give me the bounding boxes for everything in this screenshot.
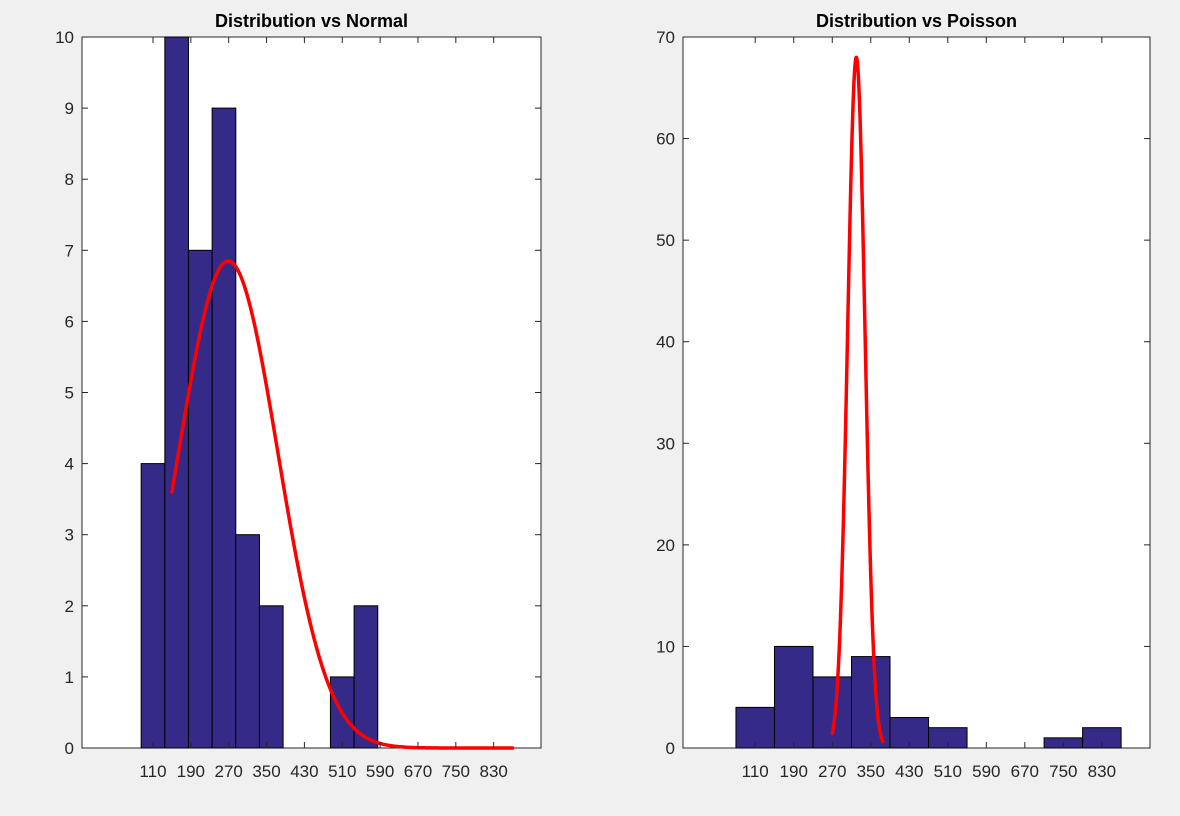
poisson-ytick-label-3: 30 <box>656 434 675 453</box>
poisson-xtick-label-1: 190 <box>780 762 808 781</box>
normal-xtick-label-2: 270 <box>215 762 243 781</box>
poisson-xtick-label-2: 270 <box>818 762 846 781</box>
normal-xtick-label-1: 190 <box>177 762 205 781</box>
poisson-ytick-label-5: 50 <box>656 231 675 250</box>
normal-ytick-label-9: 9 <box>65 99 74 118</box>
normal-chart-title: Distribution vs Normal <box>215 11 408 31</box>
normal-ytick-label-1: 1 <box>65 668 74 687</box>
normal-xtick-label-4: 430 <box>290 762 318 781</box>
poisson-axes-box <box>682 36 1151 749</box>
poisson-xtick-label-9: 830 <box>1088 762 1116 781</box>
normal-ytick-label-6: 6 <box>65 312 74 331</box>
poisson-ytick-label-6: 60 <box>656 130 675 149</box>
normal-ytick-label-8: 8 <box>65 170 74 189</box>
normal-xtick-label-9: 830 <box>479 762 507 781</box>
poisson-ticks: 0 10 20 30 40 50 60 70 110 190 270 350 430 510 590 670 7… <box>656 28 1150 781</box>
poisson-xtick-label-4: 430 <box>895 762 923 781</box>
normal-bar-9 <box>353 605 379 749</box>
poisson-bar-1 <box>773 645 814 749</box>
normal-bar-3 <box>211 107 237 749</box>
poisson-xtick-label-7: 670 <box>1011 762 1039 781</box>
poisson-bar-2 <box>812 676 853 749</box>
poisson-ytick-label-7: 70 <box>656 28 675 47</box>
poisson-xtick-label-0: 110 <box>742 762 769 781</box>
normal-bar-0 <box>140 463 166 749</box>
poisson-chart-title: Distribution vs Poisson <box>816 11 1017 31</box>
normal-ytick-label-3: 3 <box>65 526 74 545</box>
normal-xtick-label-8: 750 <box>442 762 470 781</box>
normal-ytick-label-4: 4 <box>65 455 74 474</box>
normal-xtick-label-3: 350 <box>252 762 280 781</box>
normal-ytick-label-0: 0 <box>65 739 74 758</box>
normal-bar-4 <box>235 534 260 749</box>
poisson-bar-3 <box>851 656 891 749</box>
normal-ticks: 0 1 2 3 4 5 6 7 8 9 10 110 190 270 350 430 510 590 670 750 8… <box>55 28 541 781</box>
poisson-fit-curve <box>830 55 885 744</box>
normal-xtick-label-5: 510 <box>328 762 356 781</box>
normal-ytick-label-7: 7 <box>65 241 74 260</box>
poisson-chart-panel: 0 10 20 30 40 50 60 70 110 190 270 350 430 510 590 670 7… <box>656 11 1151 781</box>
normal-chart-panel: 0 1 2 3 4 5 6 7 8 9 10 110 190 270 350 430 510 590 670 750 8… <box>55 11 542 781</box>
normal-bar-1 <box>164 36 189 749</box>
poisson-ytick-label-2: 20 <box>656 536 675 555</box>
normal-ytick-label-10: 10 <box>55 28 74 47</box>
normal-bar-5 <box>258 605 284 749</box>
poisson-xtick-label-5: 510 <box>934 762 962 781</box>
normal-xtick-label-0: 110 <box>139 762 166 781</box>
poisson-bar-0 <box>735 706 775 749</box>
poisson-fit-curve-layer <box>830 55 885 744</box>
normal-ytick-label-5: 5 <box>65 384 74 403</box>
poisson-xtick-label-8: 750 <box>1049 762 1077 781</box>
poisson-xtick-label-3: 350 <box>857 762 885 781</box>
normal-xtick-label-6: 590 <box>366 762 394 781</box>
normal-xtick-label-7: 670 <box>404 762 432 781</box>
poisson-ytick-label-0: 0 <box>666 739 675 758</box>
poisson-ytick-label-1: 10 <box>656 637 675 656</box>
poisson-xtick-label-6: 590 <box>972 762 1000 781</box>
poisson-ytick-label-4: 40 <box>656 333 675 352</box>
normal-ytick-label-2: 2 <box>65 597 74 616</box>
